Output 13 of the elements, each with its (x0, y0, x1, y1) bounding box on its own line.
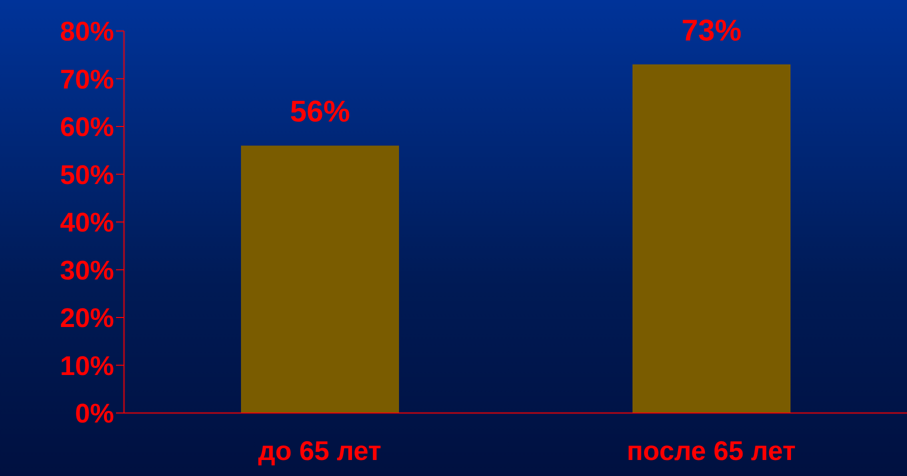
y-tick-label: 0% (74, 398, 114, 429)
y-tick-label: 50% (60, 160, 114, 190)
y-tick-label: 20% (60, 303, 114, 334)
y-tick-label: 40% (60, 208, 114, 238)
x-tick-label: до 65 лет (258, 436, 382, 466)
y-tick-label: 60% (60, 112, 114, 142)
y-tick-label: 80% (60, 16, 114, 47)
data-label: 56% (290, 96, 350, 129)
y-tick-label: 30% (60, 255, 114, 286)
y-tick-label: 10% (60, 350, 114, 381)
x-tick-label: после 65 лет (626, 436, 796, 466)
y-tick-label: 70% (60, 64, 114, 94)
data-label: 73% (681, 14, 742, 48)
